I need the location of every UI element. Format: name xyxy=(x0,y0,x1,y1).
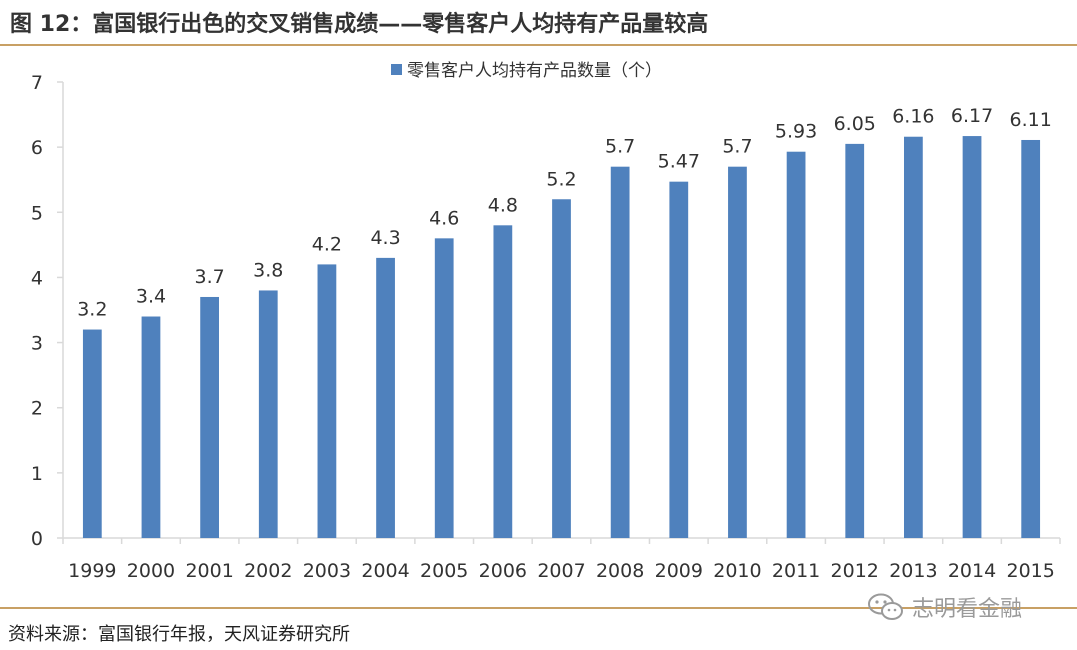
data-label: 4.8 xyxy=(488,194,518,216)
bar xyxy=(317,264,337,538)
x-tick-label: 2005 xyxy=(420,560,468,582)
legend-label: 零售客户人均持有产品数量（个） xyxy=(407,61,662,81)
legend-swatch xyxy=(391,64,402,75)
x-tick-label: 2008 xyxy=(596,560,644,582)
source-note: 资料来源：富国银行年报，天风证券研究所 xyxy=(8,624,350,645)
data-label: 6.05 xyxy=(834,113,876,135)
bar xyxy=(552,199,571,538)
x-tick-label: 2009 xyxy=(655,560,703,582)
x-tick-label: 2011 xyxy=(772,560,820,582)
data-label: 5.7 xyxy=(605,136,635,158)
bar xyxy=(493,225,513,539)
y-tick-label: 6 xyxy=(31,137,43,159)
x-tick-label: 2014 xyxy=(948,560,996,582)
x-tick-label: 2001 xyxy=(185,560,233,582)
x-tick-label: 2007 xyxy=(537,560,585,582)
x-tick-label: 2006 xyxy=(479,560,527,582)
figure-title: 图 12：富国银行出色的交叉销售成绩——零售客户人均持有产品量较高 xyxy=(10,12,709,37)
data-label: 3.2 xyxy=(77,299,107,321)
y-tick-label: 5 xyxy=(31,202,43,224)
x-tick-label: 2013 xyxy=(889,560,937,582)
bar xyxy=(258,290,278,538)
data-label: 4.6 xyxy=(429,207,459,229)
bar xyxy=(728,166,747,538)
bar xyxy=(376,257,395,538)
top-rule xyxy=(0,44,1077,46)
data-label: 5.7 xyxy=(722,136,752,158)
y-tick-label: 3 xyxy=(31,333,43,355)
data-label: 6.17 xyxy=(951,105,993,127)
x-tick-label: 2012 xyxy=(831,560,879,582)
data-label: 6.16 xyxy=(892,106,934,128)
watermark: 志明看金融 xyxy=(866,591,1022,623)
x-tick-label: 2003 xyxy=(303,560,351,582)
data-label: 5.93 xyxy=(775,121,817,143)
x-tick-label: 2002 xyxy=(244,560,292,582)
bar xyxy=(903,136,923,538)
bar xyxy=(845,143,865,538)
bar xyxy=(962,136,982,538)
x-tick-label: 2010 xyxy=(713,560,761,582)
bar-chart: 0 1 2 3 4 5 6 7 3.2 1999 3.4 2000 3.7 2001 3.8 2002 4.2 2… xyxy=(31,61,1061,582)
data-label: 3.4 xyxy=(136,286,166,308)
x-tick-label: 2004 xyxy=(361,560,409,582)
bar xyxy=(434,238,454,539)
x-tick-label: 2015 xyxy=(1006,560,1054,582)
y-tick-label: 2 xyxy=(31,398,43,420)
bar xyxy=(82,329,102,538)
bar xyxy=(200,296,220,538)
data-label: 3.8 xyxy=(253,259,283,281)
bar xyxy=(610,166,630,538)
x-tick-label: 2000 xyxy=(127,560,175,582)
y-tick-label: 0 xyxy=(31,528,43,550)
bar xyxy=(1021,139,1041,538)
y-tick-label: 4 xyxy=(31,267,43,289)
data-label: 4.3 xyxy=(370,227,400,249)
data-label: 5.47 xyxy=(658,151,700,173)
bar xyxy=(669,181,689,538)
y-tick-label: 1 xyxy=(31,463,43,485)
y-tick-label: 7 xyxy=(31,72,43,94)
data-label: 6.11 xyxy=(1010,109,1052,131)
bar xyxy=(141,316,161,538)
data-label: 4.2 xyxy=(312,233,342,255)
bar xyxy=(786,151,806,538)
x-tick-label: 1999 xyxy=(68,560,116,582)
watermark-text: 志明看金融 xyxy=(912,597,1023,622)
bottom-rule xyxy=(0,607,1077,609)
data-label: 5.2 xyxy=(546,168,576,190)
wechat-icon xyxy=(868,593,903,620)
data-label: 3.7 xyxy=(195,266,225,288)
